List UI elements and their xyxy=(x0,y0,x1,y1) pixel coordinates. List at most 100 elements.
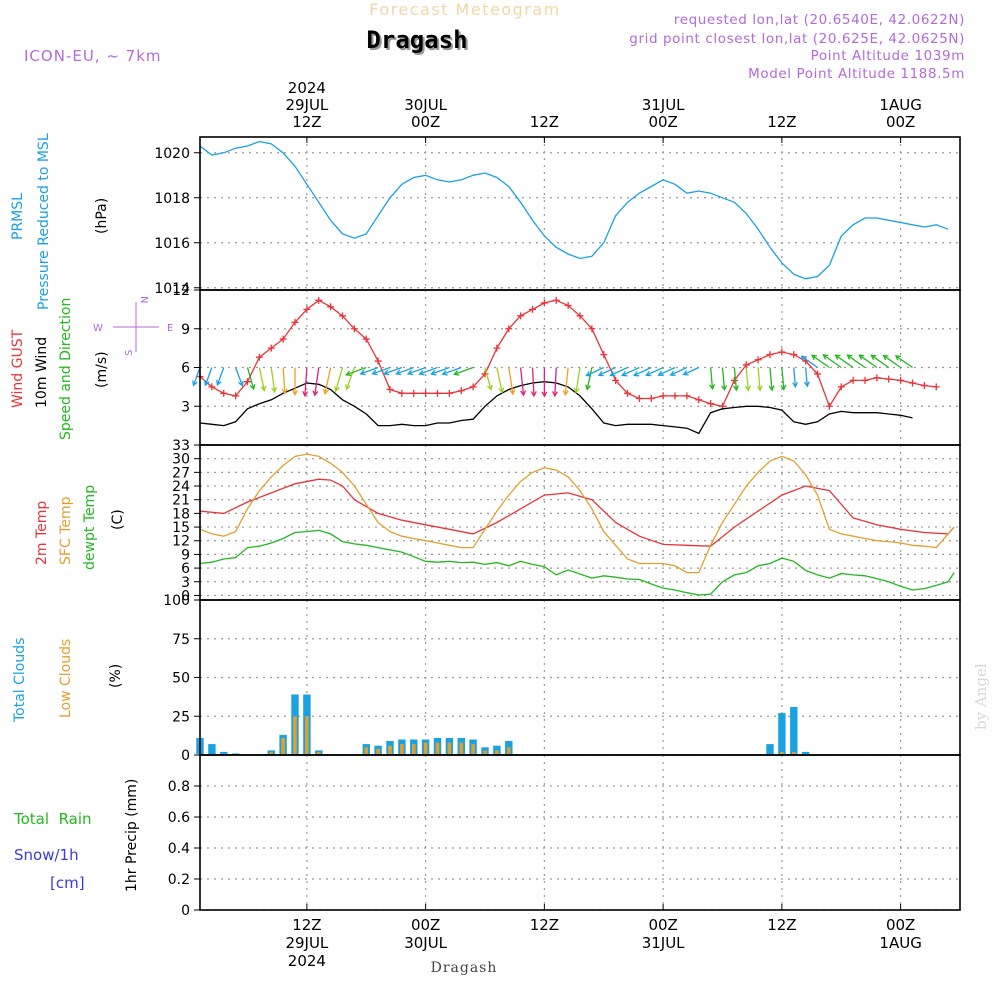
gust-marker xyxy=(825,402,833,410)
bottom-time-label: 12Z xyxy=(530,916,559,934)
gust-marker xyxy=(493,344,501,352)
gust-marker xyxy=(552,296,560,304)
info-line-requested: requested lon,lat (20.6540E, 42.0622N) xyxy=(674,12,965,28)
gust-marker xyxy=(730,376,738,384)
location-title-shadow: Dragash xyxy=(368,28,469,56)
wind-direction-arrow xyxy=(541,367,548,398)
pressure-label-prmsl: PRMSL xyxy=(10,193,26,240)
y-tick-label: 0 xyxy=(181,748,190,764)
bar-low-clouds xyxy=(459,742,464,755)
gust-marker xyxy=(220,389,228,397)
bar-low-clouds xyxy=(305,716,309,756)
wind-direction-arrow xyxy=(292,367,298,397)
gust-marker xyxy=(505,325,513,333)
gust-marker xyxy=(683,392,691,400)
top-time-label: 00Z xyxy=(886,113,915,131)
precip-panel-labels: Total Rain Snow/1h [cm] 1hr Precip (mm) xyxy=(13,779,140,892)
wind-direction-arrow xyxy=(371,366,391,376)
gust-marker xyxy=(232,392,240,400)
y-tick-label: 0.2 xyxy=(168,872,190,888)
bar-low-clouds xyxy=(495,750,499,755)
y-tick-label: 1020 xyxy=(154,146,190,162)
bar-low-clouds xyxy=(269,751,274,755)
wind-direction-arrow xyxy=(382,366,403,376)
top-time-label: 12Z xyxy=(292,113,321,131)
wind-direction-arrow xyxy=(768,367,775,392)
wind-direction-arrow xyxy=(585,367,593,391)
gust-marker xyxy=(778,348,786,356)
gust-marker xyxy=(742,361,750,369)
bar-low-clouds xyxy=(792,751,796,755)
wind-direction-arrow xyxy=(418,366,438,376)
y-tick-label: 15 xyxy=(172,520,190,536)
gust-marker xyxy=(695,396,703,404)
y-tick-label: 3 xyxy=(181,575,190,591)
gust-marker xyxy=(303,305,311,313)
wind-direction-arrow xyxy=(632,366,652,377)
y-tick-label: 6 xyxy=(181,361,190,377)
gust-marker xyxy=(576,312,584,320)
wind-direction-arrow xyxy=(345,367,355,391)
wind-direction-arrow xyxy=(645,366,664,377)
wind-direction-arrow xyxy=(810,354,830,369)
compass-south: S xyxy=(124,350,135,356)
gust-marker xyxy=(849,376,857,384)
y-tick-label: 6 xyxy=(181,561,190,577)
gust-marker xyxy=(457,387,465,395)
chart-subtitle: Forecast Meteogram xyxy=(369,0,560,19)
series-line-prmsl xyxy=(199,140,949,280)
y-tick-label: 27 xyxy=(172,465,190,481)
bar-total-clouds xyxy=(790,707,798,755)
wind-direction-arrow xyxy=(345,366,367,377)
gust-marker xyxy=(659,392,667,400)
wind-direction-arrow xyxy=(258,367,267,392)
gust-marker xyxy=(754,356,762,364)
gust-marker xyxy=(897,376,905,384)
wind-direction-arrow xyxy=(657,366,676,377)
wind-direction-arrow xyxy=(441,366,462,376)
info-line-gridpoint: grid point closest lon,lat (20.625E, 42.… xyxy=(629,31,965,47)
wind-direction-arrow xyxy=(721,367,728,392)
top-time-label: 12Z xyxy=(530,113,559,131)
gust-marker xyxy=(932,383,940,391)
gust-marker xyxy=(920,382,928,390)
y-tick-label: 1016 xyxy=(154,236,190,252)
wind-direction-arrow xyxy=(312,367,320,397)
y-tick-label: 9 xyxy=(181,322,190,338)
gust-marker xyxy=(635,395,643,402)
gust-marker xyxy=(339,312,346,320)
top-time-label: 2024 xyxy=(288,79,326,97)
location-title: Dragash xyxy=(366,26,467,54)
bar-total-clouds xyxy=(493,745,501,755)
y-tick-label: 50 xyxy=(172,671,190,687)
wind-direction-arrow xyxy=(894,355,913,369)
bottom-time-label: 2024 xyxy=(288,952,326,970)
wind-direction-arrow xyxy=(395,366,414,376)
gust-marker xyxy=(398,389,406,397)
y-tick-label: 25 xyxy=(172,709,190,725)
top-time-label: 12Z xyxy=(767,113,796,131)
bottom-time-label: 31JUL xyxy=(642,934,685,952)
series-line-wind-gust xyxy=(199,299,937,408)
bottom-time-label: 00Z xyxy=(411,916,440,934)
wind-direction-arrow xyxy=(519,367,527,397)
wind-direction-arrow xyxy=(846,354,866,369)
bar-low-clouds xyxy=(423,742,428,755)
y-tick-label: 3 xyxy=(181,399,190,415)
wind-direction-arrow xyxy=(780,367,787,391)
gust-marker xyxy=(255,353,263,361)
gust-marker xyxy=(861,376,869,384)
wind-direction-arrow xyxy=(406,366,426,376)
wind-direction-arrow xyxy=(484,367,493,392)
precip-axis-label: 1hr Precip (mm) xyxy=(124,779,140,892)
y-tick-label: 18 xyxy=(172,506,190,522)
clouds-label-unit: (%) xyxy=(108,664,124,688)
wind-direction-arrow xyxy=(800,355,818,369)
panel-frame xyxy=(199,444,961,601)
y-tick-label: 100 xyxy=(163,593,190,609)
top-time-label: 00Z xyxy=(411,113,440,131)
pressure-label-unit: (hPa) xyxy=(94,198,110,234)
